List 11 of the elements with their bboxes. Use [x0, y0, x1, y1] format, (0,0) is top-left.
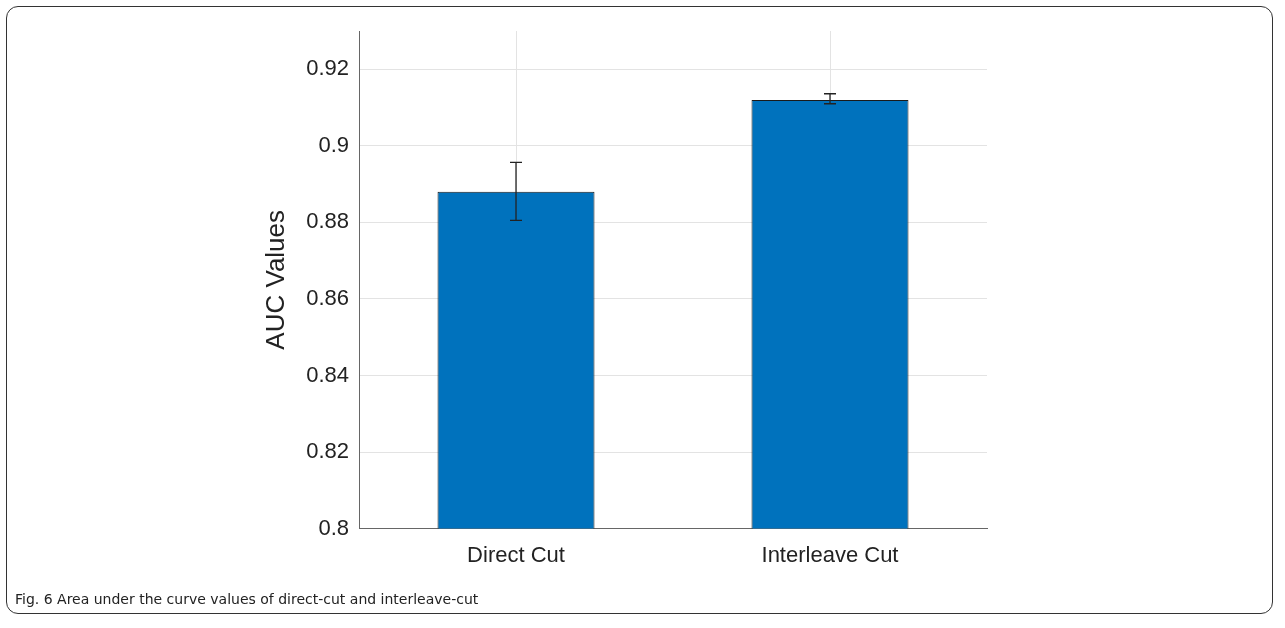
y-tick-label: 0.82 — [306, 438, 350, 464]
y-tick-label: 0.8 — [318, 514, 350, 540]
y-axis-title: AUC Values — [259, 209, 290, 350]
x-tick-label: Direct Cut — [467, 541, 565, 567]
y-tick-label: 0.92 — [306, 55, 350, 81]
caption: Fig. 6 Area under the curve values of direct-cut and interleave-cut — [15, 591, 479, 607]
y-tick-label: 0.9 — [318, 131, 350, 157]
y-tick-label: 0.84 — [306, 361, 350, 387]
x-tick-label: Interleave Cut — [761, 541, 899, 567]
y-tick-label: 0.86 — [306, 285, 350, 310]
y-tick-label: 0.88 — [306, 208, 350, 234]
